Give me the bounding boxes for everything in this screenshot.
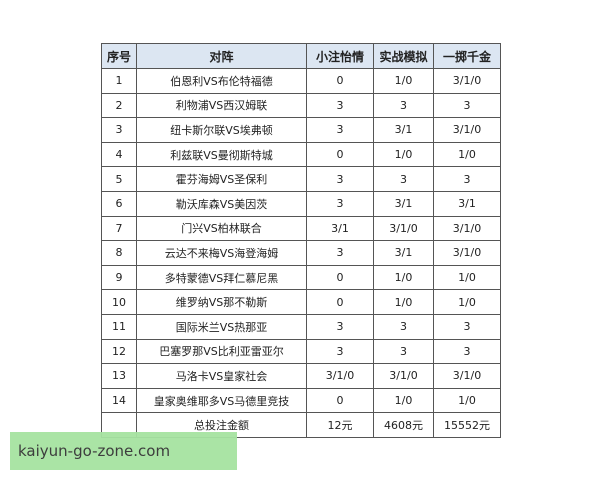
table-cell: 1/0 (373, 68, 434, 94)
table-row: 10 维罗纳VS那不勒斯 0 1/0 1/0 (101, 289, 501, 315)
table-cell: 0 (306, 141, 374, 168)
table-cell: 3/1/0 (433, 117, 501, 143)
total-value: 15552元 (433, 412, 501, 438)
table-cell: 11 (101, 313, 137, 340)
table-row: 13 马洛卡VS皇家社会 3/1/0 3/1/0 3/1/0 (101, 363, 501, 389)
table-cell: 3 (373, 338, 434, 365)
table-cell: 3 (373, 166, 434, 192)
table-cell: 3 (306, 313, 374, 340)
table-row: 11 国际米兰VS热那亚 3 3 3 (101, 313, 501, 340)
table-cell: 12 (101, 338, 137, 365)
table-cell: 3 (306, 166, 374, 192)
table-cell: 3 (433, 166, 501, 192)
table-row: 5 霍芬海姆VS圣保利 3 3 3 (101, 166, 501, 192)
header-index: 序号 (101, 43, 137, 69)
table-cell: 国际米兰VS热那亚 (136, 313, 307, 340)
table-cell: 3/1 (306, 215, 374, 242)
betting-table: 序号 对阵 小注怡情 实战模拟 一掷千金 1 伯恩利VS布伦特福德 0 1/0 3/1/… (101, 43, 501, 438)
table-cell: 3 (306, 338, 374, 365)
table-cell: 多特蒙德VS拜仁慕尼黑 (136, 264, 307, 291)
table-cell: 3 (373, 313, 434, 340)
table-cell: 0 (306, 387, 374, 414)
table-row: 4 利兹联VS曼彻斯特城 0 1/0 1/0 (101, 141, 501, 168)
table-cell: 3/1/0 (433, 68, 501, 94)
table-cell: 纽卡斯尔联VS埃弗顿 (136, 117, 307, 143)
total-value: 4608元 (373, 412, 434, 438)
header-small: 小注怡情 (306, 43, 374, 69)
table-cell: 伯恩利VS布伦特福德 (136, 68, 307, 94)
table-cell: 3 (306, 190, 374, 217)
table-cell: 利兹联VS曼彻斯特城 (136, 141, 307, 168)
table-cell: 3/1 (373, 240, 434, 266)
table-cell: 利物浦VS西汉姆联 (136, 92, 307, 119)
table-cell: 5 (101, 166, 137, 192)
table-cell: 3/1/0 (373, 215, 434, 242)
table-cell: 13 (101, 363, 137, 389)
table-cell: 1 (101, 68, 137, 94)
table-cell: 云达不来梅VS海登海姆 (136, 240, 307, 266)
table-row: 7 门兴VS柏林联合 3/1 3/1/0 3/1/0 (101, 215, 501, 242)
table-cell: 马洛卡VS皇家社会 (136, 363, 307, 389)
table-cell: 0 (306, 68, 374, 94)
table-cell: 14 (101, 387, 137, 414)
table-cell: 霍芬海姆VS圣保利 (136, 166, 307, 192)
table-cell: 3 (306, 92, 374, 119)
table-cell: 3 (433, 338, 501, 365)
table-row: 8 云达不来梅VS海登海姆 3 3/1 3/1/0 (101, 240, 501, 266)
table-cell: 3 (433, 313, 501, 340)
table-cell: 3 (306, 117, 374, 143)
table-cell: 1/0 (433, 141, 501, 168)
table-cell: 6 (101, 190, 137, 217)
table-cell: 3/1/0 (306, 363, 374, 389)
table-row: 3 纽卡斯尔联VS埃弗顿 3 3/1 3/1/0 (101, 117, 501, 143)
table-row: 14 皇家奥维耶多VS马德里竞技 0 1/0 1/0 (101, 387, 501, 414)
table-cell: 7 (101, 215, 137, 242)
table-cell: 勒沃库森VS美因茨 (136, 190, 307, 217)
table-cell: 0 (306, 264, 374, 291)
header-row: 序号 对阵 小注怡情 实战模拟 一掷千金 (101, 43, 501, 69)
table-cell: 皇家奥维耶多VS马德里竞技 (136, 387, 307, 414)
header-sim: 实战模拟 (373, 43, 434, 69)
table-cell: 1/0 (373, 289, 434, 315)
table-cell: 维罗纳VS那不勒斯 (136, 289, 307, 315)
table-row: 2 利物浦VS西汉姆联 3 3 3 (101, 92, 501, 119)
table-cell: 1/0 (373, 387, 434, 414)
table-cell: 3 (101, 117, 137, 143)
watermark: kaiyun-go-zone.com (10, 432, 237, 470)
table-cell: 9 (101, 264, 137, 291)
table-cell: 门兴VS柏林联合 (136, 215, 307, 242)
table-cell: 2 (101, 92, 137, 119)
table-cell: 4 (101, 141, 137, 168)
table-cell: 3/1/0 (433, 215, 501, 242)
table-cell: 1/0 (433, 264, 501, 291)
table-cell: 3/1 (373, 190, 434, 217)
total-value: 12元 (306, 412, 374, 438)
table-cell: 3/1 (373, 117, 434, 143)
table-cell: 0 (306, 289, 374, 315)
table-cell: 3/1 (433, 190, 501, 217)
table-cell: 10 (101, 289, 137, 315)
table-cell: 3/1/0 (433, 240, 501, 266)
table-cell: 3 (433, 92, 501, 119)
table-cell: 3 (306, 240, 374, 266)
header-match: 对阵 (136, 43, 307, 69)
table-cell: 8 (101, 240, 137, 266)
table-cell: 巴塞罗那VS比利亚雷亚尔 (136, 338, 307, 365)
header-big: 一掷千金 (433, 43, 501, 69)
table-cell: 3/1/0 (433, 363, 501, 389)
table-cell: 1/0 (433, 387, 501, 414)
table-cell: 1/0 (373, 264, 434, 291)
table-row: 12 巴塞罗那VS比利亚雷亚尔 3 3 3 (101, 338, 501, 365)
table-row: 9 多特蒙德VS拜仁慕尼黑 0 1/0 1/0 (101, 264, 501, 291)
table-cell: 3 (373, 92, 434, 119)
table-row: 6 勒沃库森VS美因茨 3 3/1 3/1 (101, 190, 501, 217)
table-cell: 1/0 (373, 141, 434, 168)
table-row: 1 伯恩利VS布伦特福德 0 1/0 3/1/0 (101, 68, 501, 94)
table-cell: 1/0 (433, 289, 501, 315)
table-cell: 3/1/0 (373, 363, 434, 389)
